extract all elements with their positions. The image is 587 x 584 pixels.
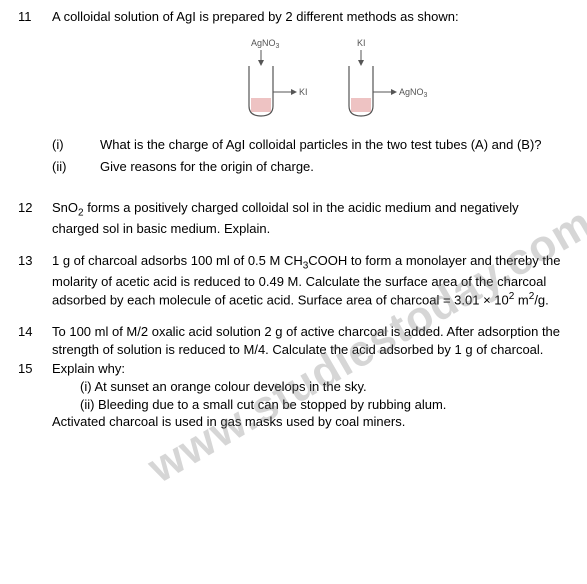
q11-number: 11 bbox=[18, 8, 52, 175]
q15-i: (i) At sunset an orange colour develops … bbox=[52, 378, 565, 396]
q13-number: 13 bbox=[18, 252, 52, 310]
q11-intro: A colloidal solution of AgI is prepared … bbox=[52, 8, 565, 26]
q11-sub-i-num: (i) bbox=[52, 136, 100, 154]
spacer bbox=[18, 189, 565, 199]
right-side-label: AgNO3 bbox=[399, 87, 428, 99]
q11-sub-ii-num: (ii) bbox=[52, 158, 100, 176]
q11-sub-ii-text: Give reasons for the origin of charge. bbox=[100, 158, 314, 176]
right-top-label: KI bbox=[357, 38, 366, 48]
q11-body: A colloidal solution of AgI is prepared … bbox=[52, 8, 565, 175]
left-top-label: AgNO3 bbox=[251, 38, 280, 50]
left-side-label: KI bbox=[299, 87, 308, 97]
q12-body: SnO2 forms a positively charged colloida… bbox=[52, 199, 565, 238]
left-side-arrow-head bbox=[291, 89, 297, 95]
question-14: 14 To 100 ml of M/2 oxalic acid solution… bbox=[18, 323, 565, 358]
q15-number: 15 bbox=[18, 360, 52, 430]
question-13: 13 1 g of charcoal adsorbs 100 ml of 0.5… bbox=[18, 252, 565, 310]
question-12: 12 SnO2 forms a positively charged collo… bbox=[18, 199, 565, 238]
q12-number: 12 bbox=[18, 199, 52, 238]
q13-text-c: m bbox=[514, 293, 528, 308]
q15-lead: Explain why: bbox=[52, 360, 565, 378]
q12-text-b: forms a positively charged colloidal sol… bbox=[52, 200, 519, 236]
q11-sub-i-text: What is the charge of AgI colloidal part… bbox=[100, 136, 542, 154]
q12-text-a: SnO bbox=[52, 200, 78, 215]
q11-sub-ii: (ii) Give reasons for the origin of char… bbox=[52, 158, 565, 176]
left-arrow-head bbox=[258, 60, 264, 66]
q13-text-a: 1 g of charcoal adsorbs 100 ml of 0.5 M … bbox=[52, 253, 303, 268]
right-liquid bbox=[351, 98, 371, 112]
question-11: 11 A colloidal solution of AgI is prepar… bbox=[18, 8, 565, 175]
q13-text-d: /g. bbox=[534, 293, 548, 308]
question-15: 15 Explain why: (i) At sunset an orange … bbox=[18, 360, 565, 430]
q15-ii: (ii) Bleeding due to a small cut can be … bbox=[52, 396, 565, 414]
right-arrow-head bbox=[358, 60, 364, 66]
right-side-arrow-head bbox=[391, 89, 397, 95]
left-liquid bbox=[251, 98, 271, 112]
q11-sub-i: (i) What is the charge of AgI colloidal … bbox=[52, 136, 565, 154]
q11-diagram: AgNO3 KI KI AgNO3 bbox=[52, 36, 565, 131]
q15-iii: Activated charcoal is used in gas masks … bbox=[52, 413, 565, 431]
q15-body: Explain why: (i) At sunset an orange col… bbox=[52, 360, 565, 430]
test-tubes-svg: AgNO3 KI KI AgNO3 bbox=[189, 36, 429, 126]
q14-number: 14 bbox=[18, 323, 52, 358]
q13-body: 1 g of charcoal adsorbs 100 ml of 0.5 M … bbox=[52, 252, 565, 310]
q14-body: To 100 ml of M/2 oxalic acid solution 2 … bbox=[52, 323, 565, 358]
